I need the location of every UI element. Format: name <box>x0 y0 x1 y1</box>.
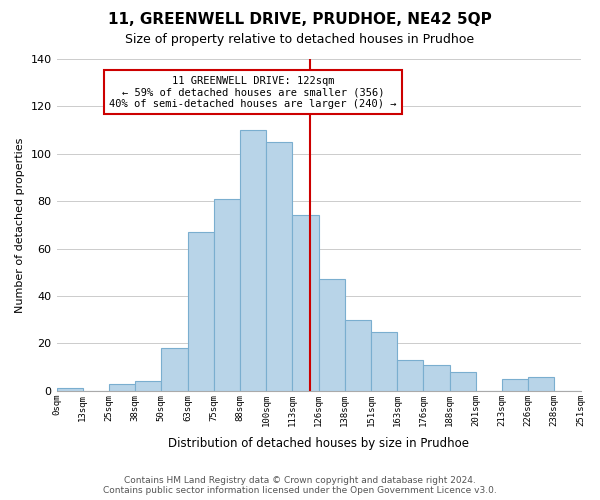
X-axis label: Distribution of detached houses by size in Prudhoe: Distribution of detached houses by size … <box>168 437 469 450</box>
Text: Size of property relative to detached houses in Prudhoe: Size of property relative to detached ho… <box>125 32 475 46</box>
Bar <box>109 384 135 391</box>
Bar <box>502 379 528 391</box>
Bar <box>397 360 424 391</box>
Bar <box>240 130 266 391</box>
Bar <box>424 365 449 391</box>
Bar <box>292 216 319 391</box>
Text: Contains HM Land Registry data © Crown copyright and database right 2024.
Contai: Contains HM Land Registry data © Crown c… <box>103 476 497 495</box>
Bar <box>528 376 554 391</box>
Y-axis label: Number of detached properties: Number of detached properties <box>15 137 25 312</box>
Bar <box>214 199 240 391</box>
Bar <box>161 348 188 391</box>
Bar <box>345 320 371 391</box>
Bar <box>56 388 83 391</box>
Text: 11 GREENWELL DRIVE: 122sqm
← 59% of detached houses are smaller (356)
40% of sem: 11 GREENWELL DRIVE: 122sqm ← 59% of deta… <box>109 76 397 109</box>
Text: 11, GREENWELL DRIVE, PRUDHOE, NE42 5QP: 11, GREENWELL DRIVE, PRUDHOE, NE42 5QP <box>108 12 492 28</box>
Bar <box>266 142 292 391</box>
Bar <box>188 232 214 391</box>
Bar <box>319 280 345 391</box>
Bar <box>371 332 397 391</box>
Bar <box>135 382 161 391</box>
Bar <box>449 372 476 391</box>
